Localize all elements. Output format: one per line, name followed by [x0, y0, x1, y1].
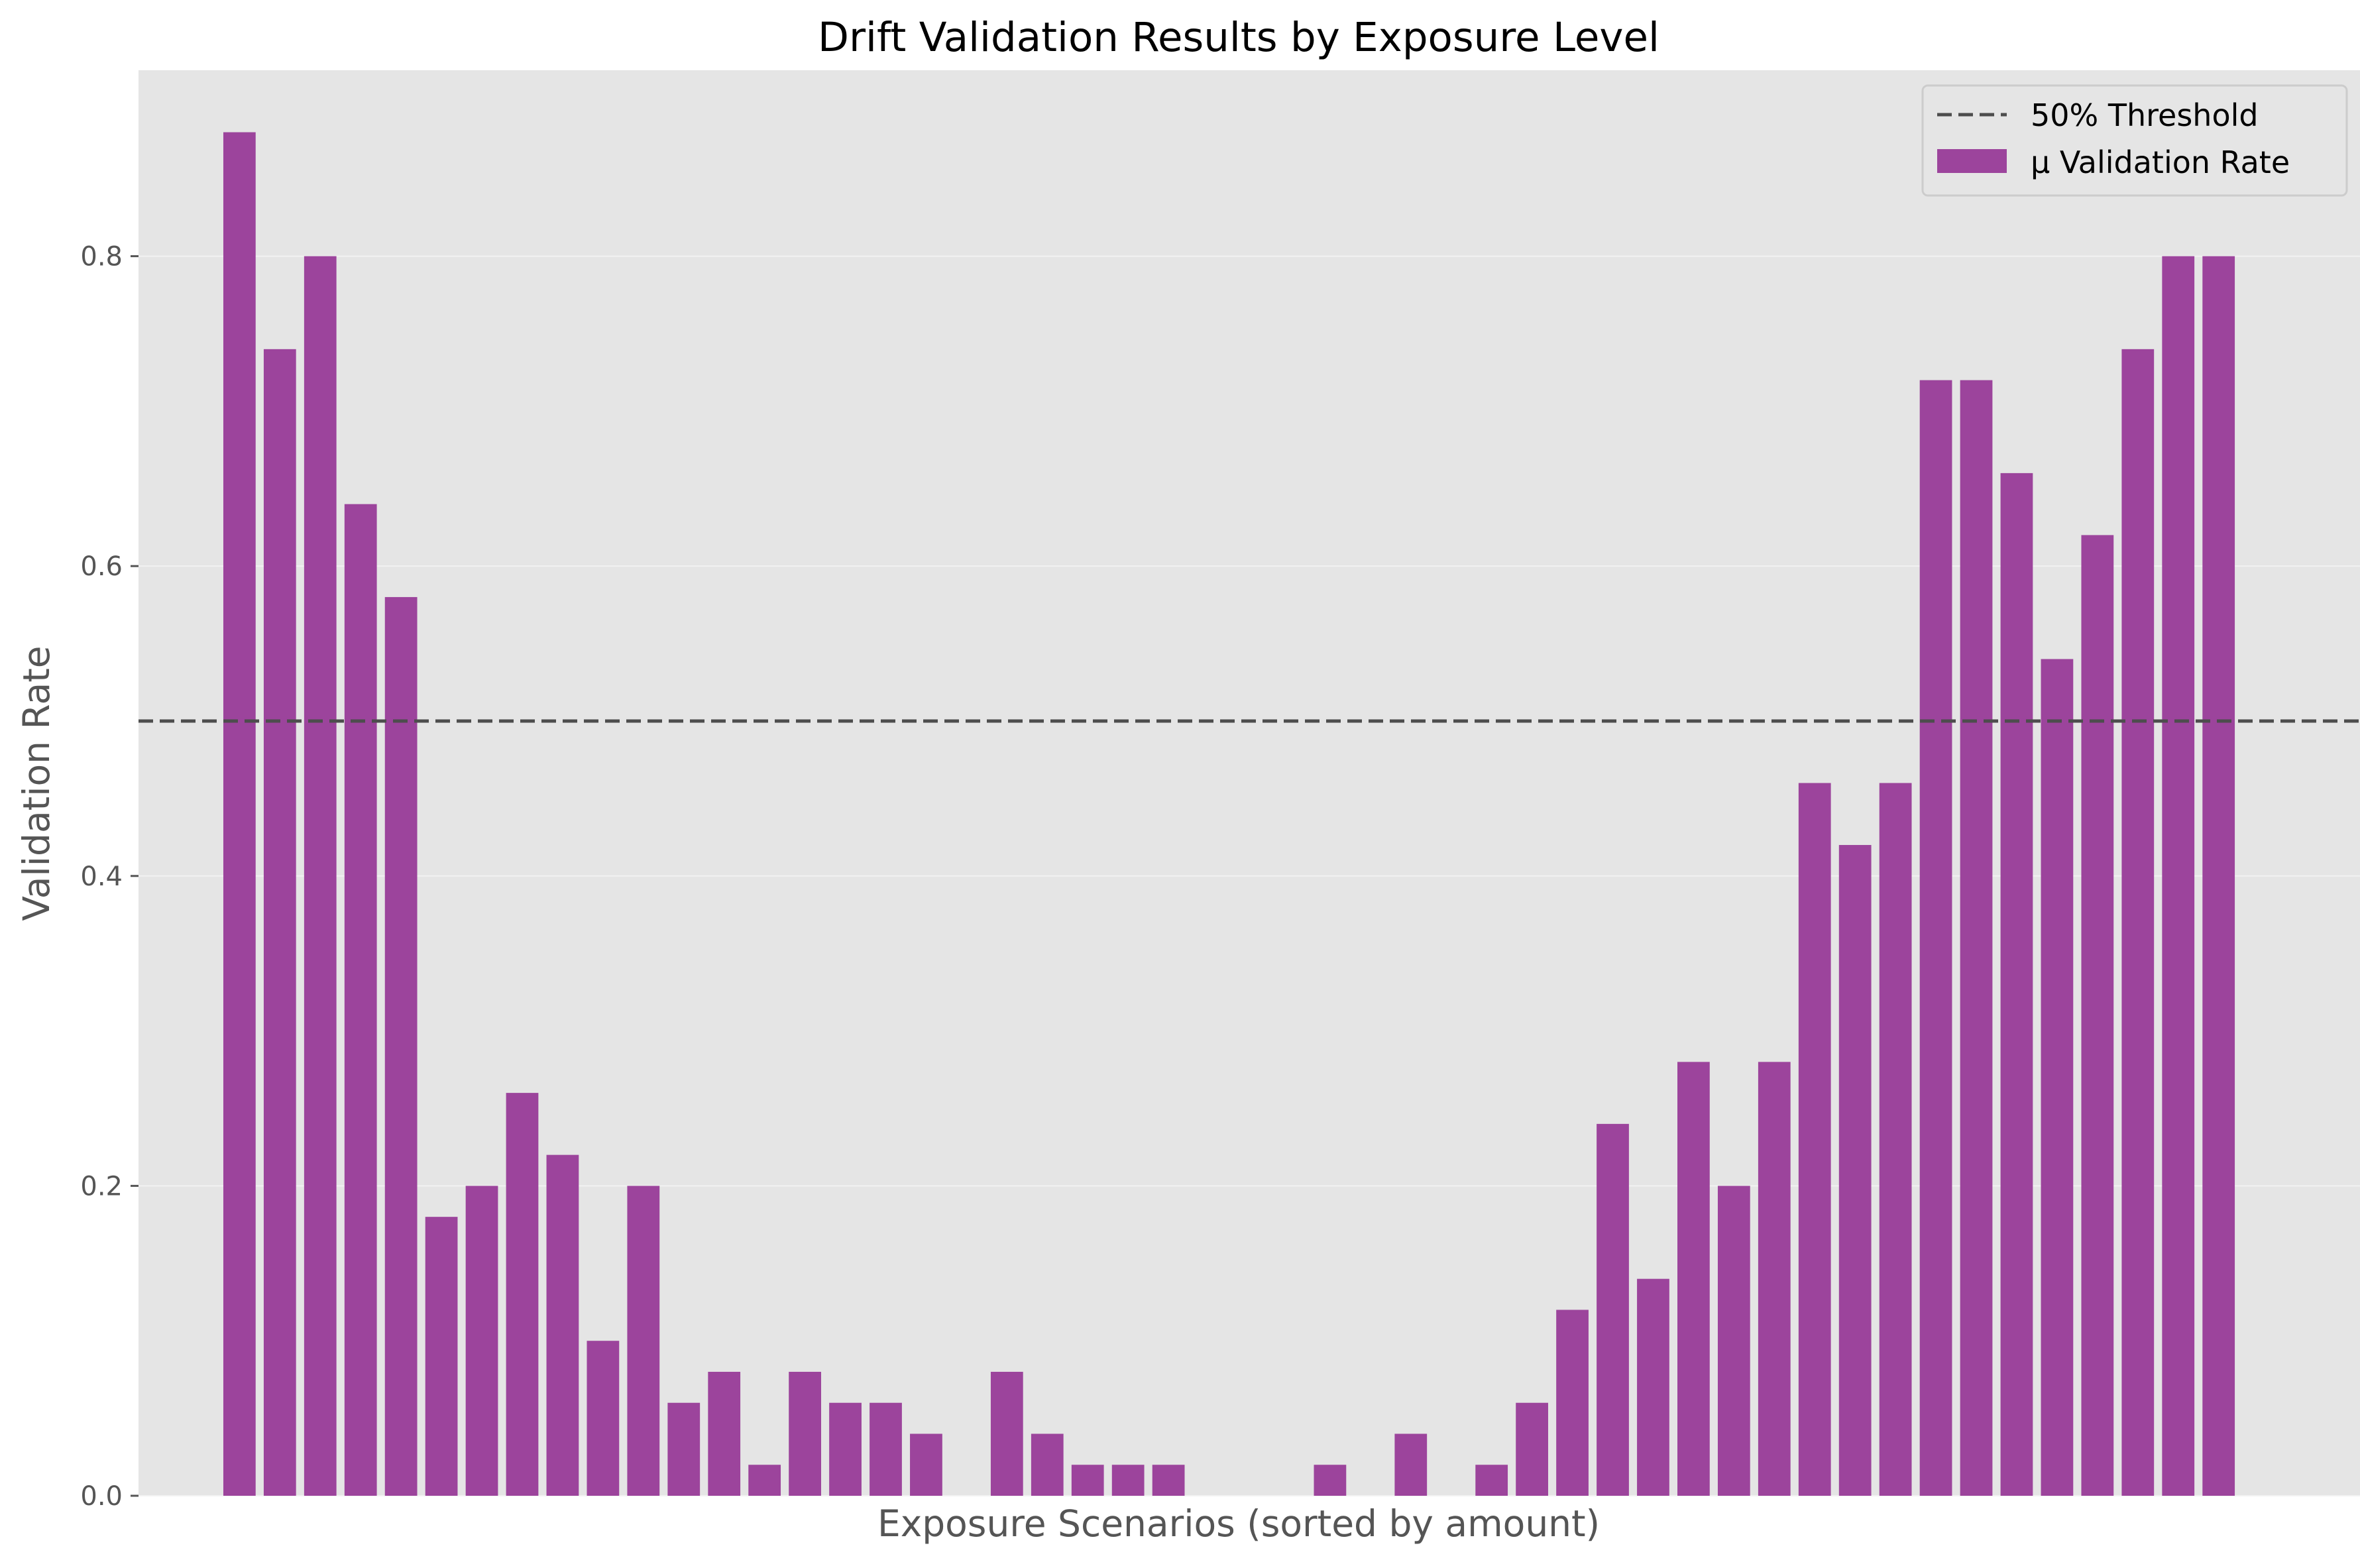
legend-threshold-label: 50% Threshold	[2031, 97, 2259, 133]
bar	[667, 1402, 701, 1496]
y-tick-label: 0.4	[80, 862, 123, 892]
bar	[1838, 845, 1872, 1496]
bar	[1314, 1465, 1347, 1496]
bar	[1597, 1123, 1629, 1496]
bar	[2121, 349, 2155, 1496]
bar	[344, 504, 377, 1496]
bar	[1031, 1433, 1064, 1496]
y-tick-label: 0.2	[80, 1171, 123, 1202]
bar	[1677, 1062, 1710, 1496]
bar	[425, 1217, 458, 1496]
bar	[748, 1465, 781, 1496]
bar	[304, 256, 337, 1496]
bar	[587, 1341, 620, 1496]
bar	[546, 1154, 579, 1496]
bar	[1879, 783, 1912, 1496]
legend-bar-label: μ Validation Rate	[2031, 144, 2290, 180]
bar	[1717, 1186, 1750, 1496]
y-axis-label: Validation Rate	[15, 645, 58, 921]
bar	[627, 1186, 660, 1496]
bar	[1516, 1402, 1548, 1496]
bars	[223, 132, 2235, 1496]
bar	[1071, 1465, 1104, 1496]
legend: 50% Threshold μ Validation Rate	[1921, 84, 2348, 197]
bar	[1960, 380, 1993, 1496]
bar	[1475, 1465, 1508, 1496]
bar	[789, 1371, 821, 1496]
bar	[990, 1371, 1023, 1496]
bar	[708, 1371, 741, 1496]
x-axis-label: Exposure Scenarios (sorted by amount)	[877, 1502, 1600, 1545]
bar	[2162, 256, 2195, 1496]
legend-box	[1921, 84, 2348, 197]
bar	[1758, 1062, 1791, 1496]
chart-title: Drift Validation Results by Exposure Lev…	[818, 14, 1659, 61]
bar	[1152, 1465, 1185, 1496]
y-tick-label: 0.0	[80, 1481, 123, 1512]
legend-bar-swatch	[1937, 149, 2007, 173]
bar	[2041, 659, 2074, 1496]
bar	[1798, 783, 1831, 1496]
bar	[263, 349, 296, 1496]
bar	[465, 1186, 498, 1496]
bar	[223, 132, 256, 1496]
bar	[506, 1093, 539, 1496]
y-tick-label: 0.6	[80, 551, 123, 582]
bar	[1394, 1433, 1428, 1496]
bar	[2202, 256, 2235, 1496]
bar	[829, 1402, 862, 1496]
bar	[910, 1433, 942, 1496]
y-tick-label: 0.8	[80, 242, 123, 272]
bar	[1111, 1465, 1145, 1496]
bar	[2081, 535, 2114, 1496]
bar	[2000, 473, 2033, 1496]
bar	[1919, 380, 1952, 1496]
bar	[1637, 1278, 1669, 1496]
bar	[870, 1402, 902, 1496]
y-axis-ticks: 0.0 0.2 0.4 0.6 0.8	[80, 242, 139, 1512]
bar	[1556, 1310, 1589, 1496]
bar	[384, 596, 418, 1496]
